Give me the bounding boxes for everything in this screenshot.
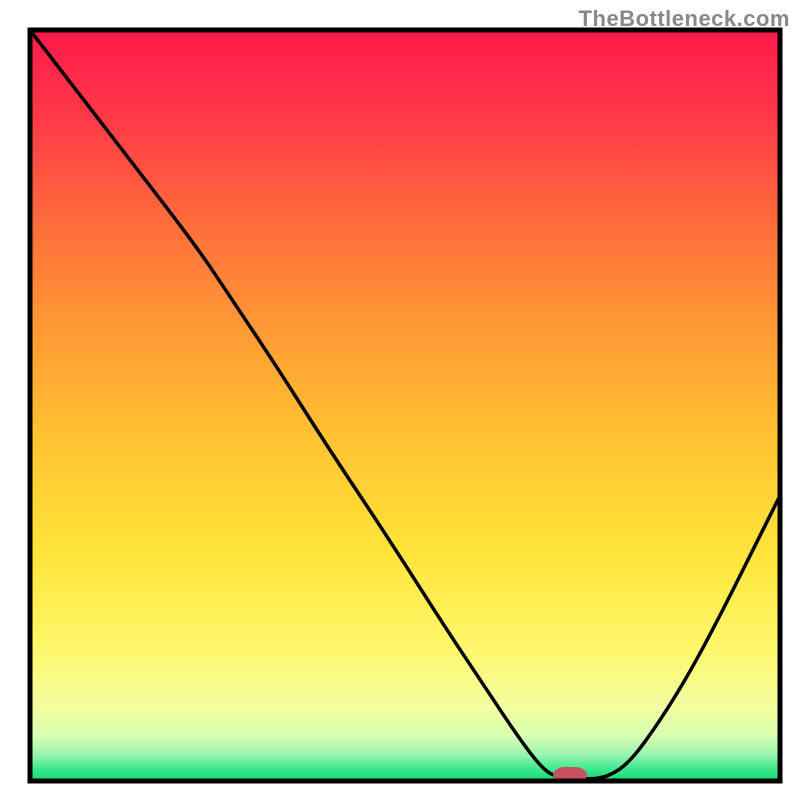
gradient-background <box>30 30 780 781</box>
chart-container: TheBottleneck.com <box>0 0 800 800</box>
watermark-text: TheBottleneck.com <box>579 6 790 32</box>
bottleneck-curve-plot <box>0 0 800 800</box>
